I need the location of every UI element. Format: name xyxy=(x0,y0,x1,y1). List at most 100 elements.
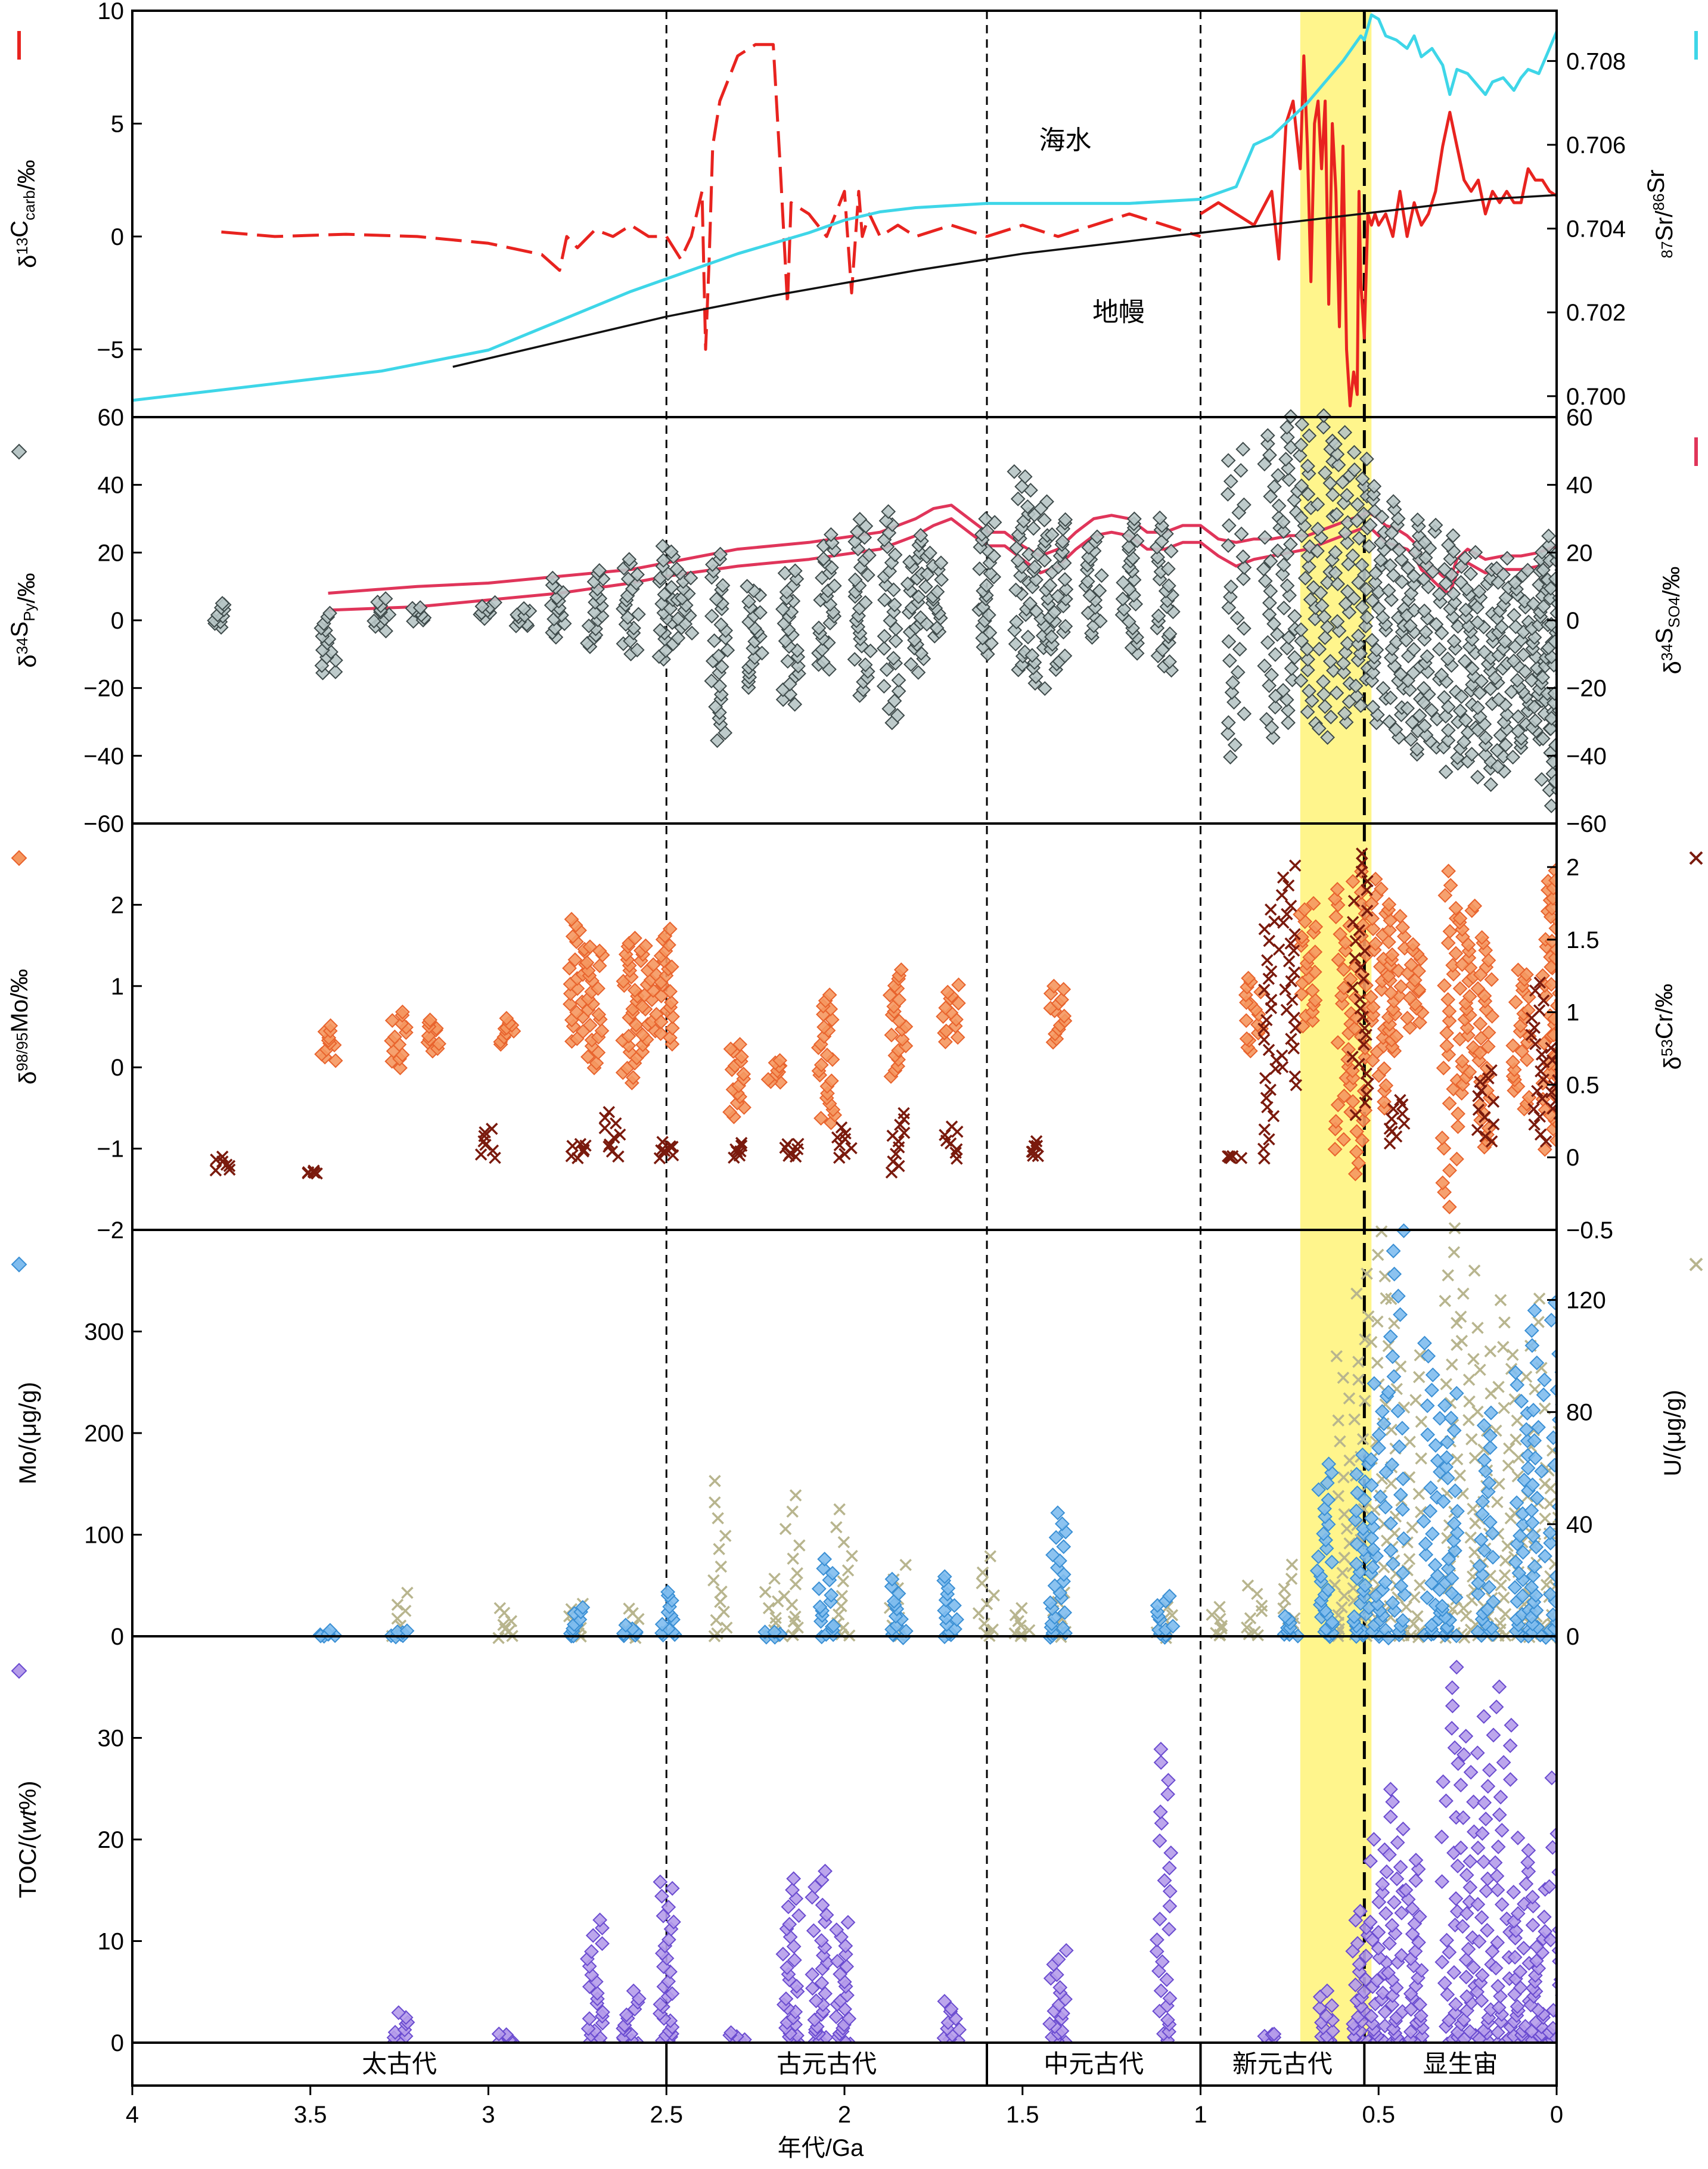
marker-mo-u-concentration-1-10-5 xyxy=(1165,1618,1181,1634)
left-tick-label-sulfur-5: 40 xyxy=(98,473,125,499)
marker-mo-u-concentration-0-20-15 xyxy=(1415,1452,1427,1465)
marker-mo-cr-isotopes-0-15-6 xyxy=(1250,1017,1265,1032)
marker-mo-u-concentration-1-20-14 xyxy=(1526,1528,1541,1544)
marker-sulfur-0-37-15 xyxy=(1448,641,1463,656)
marker-mo-u-concentration-1-12-16 xyxy=(1309,1563,1325,1578)
marker-sulfur-0-37-29 xyxy=(1445,528,1461,543)
marker-mo-cr-isotopes-1-13-20 xyxy=(1261,954,1274,967)
left-tick-label-sulfur-2: −20 xyxy=(83,676,124,702)
marker-sulfur-0-22-24 xyxy=(1055,534,1070,549)
marker-mo-u-concentration-1-19-10 xyxy=(1507,1580,1523,1595)
marker-mo-u-concentration-1-16-13 xyxy=(1418,1547,1434,1562)
marker-mo-u-concentration-1-17-24 xyxy=(1439,1450,1454,1465)
marker-toc-0-11-11 xyxy=(1159,1972,1175,1987)
marker-sulfur-0-27-22 xyxy=(1271,498,1287,514)
left-tick-label-toc-2: 20 xyxy=(98,1827,125,1853)
marker-mo-cr-isotopes-0-4-7 xyxy=(563,996,577,1012)
marker-sulfur-0-22-3 xyxy=(1057,648,1073,664)
marker-mo-cr-isotopes-1-14-12 xyxy=(1288,966,1301,979)
marker-mo-cr-isotopes-0-24-23 xyxy=(1484,972,1499,987)
marker-toc-0-8-18 xyxy=(830,1954,845,1969)
marker-toc-0-15-9 xyxy=(1377,2005,1393,2020)
marker-sulfur-0-28-18 xyxy=(1276,524,1291,539)
marker-sulfur-0-26-20 xyxy=(1221,538,1236,553)
marker-sulfur-0-32-11 xyxy=(1355,599,1370,615)
marker-toc-0-15-14 xyxy=(1369,1973,1384,1988)
marker-mo-cr-isotopes-1-8-0 xyxy=(833,1151,846,1164)
marker-toc-0-19-16 xyxy=(1455,1919,1470,1934)
right-tick-label-mo-u-concentration-1: 40 xyxy=(1566,1512,1593,1538)
marker-mo-u-concentration-1-20-15 xyxy=(1524,1515,1540,1530)
left-axis-title-part-sulfur-1: 34 xyxy=(13,637,31,654)
marker-mo-cr-isotopes-1-2-2 xyxy=(486,1144,499,1157)
left-tick-label-mo-u-concentration-2: 200 xyxy=(84,1421,124,1447)
marker-sulfur-0-40-18 xyxy=(1497,634,1513,650)
marker-sulfur-0-10-4 xyxy=(670,611,686,626)
marker-mo-u-concentration-1-18-25 xyxy=(1477,1453,1492,1468)
marker-mo-u-concentration-1-12-19 xyxy=(1319,1541,1334,1556)
marker-mo-u-concentration-0-19-20 xyxy=(1394,1360,1407,1373)
marker-mo-u-concentration-1-17-25 xyxy=(1440,1434,1455,1450)
marker-mo-cr-isotopes-0-22-6 xyxy=(1434,1130,1450,1146)
marker-mo-u-concentration-0-6-11 xyxy=(779,1522,792,1536)
marker-toc-0-22-15 xyxy=(1513,1964,1528,1980)
marker-sulfur-0-28-23 xyxy=(1281,472,1297,487)
left-tick-label-mo-cr-isotopes-0: −2 xyxy=(97,1217,124,1244)
marker-toc-0-18-7 xyxy=(1448,1997,1464,2012)
marker-mo-cr-isotopes-0-7-3 xyxy=(635,1027,650,1042)
marker-mo-u-concentration-0-9-7 xyxy=(976,1577,988,1590)
marker-sulfur-0-15-20 xyxy=(860,567,875,583)
marker-sulfur-0-31-6 xyxy=(1336,655,1351,671)
marker-toc-0-17-9 xyxy=(1414,2008,1428,2024)
marker-mo-u-concentration-0-14-3 xyxy=(1241,1621,1253,1634)
marker-toc-0-4-26 xyxy=(661,1900,676,1915)
marker-sulfur-0-28-13 xyxy=(1280,578,1295,593)
marker-toc-0-6-20 xyxy=(775,1946,791,1962)
marker-sulfur-0-22-25 xyxy=(1044,527,1060,542)
marker-mo-cr-isotopes-0-17-26 xyxy=(1328,909,1344,925)
marker-mo-cr-isotopes-0-6-24 xyxy=(618,947,633,962)
marker-toc-0-18-24 xyxy=(1451,1756,1466,1771)
marker-toc-0-3-13 xyxy=(626,1983,641,1999)
marker-mo-u-concentration-1-18-23 xyxy=(1482,1475,1497,1490)
left-axis-title-sulfur: δ34SPy/‰ xyxy=(7,573,41,667)
right-tick-label-carbon-strontium-3: 0.706 xyxy=(1566,132,1626,159)
marker-mo-u-concentration-1-21-27 xyxy=(1555,1335,1557,1338)
left-axis-title-part-toc-0: TOC/( xyxy=(15,1834,41,1898)
marker-toc-0-22-10 xyxy=(1510,1999,1525,2014)
marker-mo-u-concentration-0-20-4 xyxy=(1411,1610,1424,1623)
marker-sulfur-0-14-21 xyxy=(816,551,831,567)
marker-mo-cr-isotopes-0-22-28 xyxy=(1443,878,1458,893)
marker-mo-u-concentration-0-24-14 xyxy=(1493,1477,1505,1490)
marker-mo-cr-isotopes-1-12-5 xyxy=(1223,1150,1236,1163)
marker-sulfur-0-27-6 xyxy=(1264,667,1280,683)
marker-sulfur-0-30-0 xyxy=(1320,730,1336,745)
marker-toc-0-16-16 xyxy=(1382,1936,1397,1952)
marker-mo-u-concentration-1-21-13 xyxy=(1543,1536,1557,1551)
marker-toc-0-22-19 xyxy=(1508,1931,1523,1946)
marker-sulfur-0-28-3 xyxy=(1275,683,1291,698)
marker-mo-u-concentration-1-13-16 xyxy=(1349,1556,1364,1572)
marker-sulfur-0-28-17 xyxy=(1283,537,1298,552)
right-tick-label-sulfur-0: −60 xyxy=(1566,811,1607,837)
marker-sulfur-0-40-10 xyxy=(1491,692,1507,707)
marker-toc-0-13-11 xyxy=(1324,1998,1340,2013)
marker-mo-cr-isotopes-1-13-25 xyxy=(1265,903,1277,916)
boundary-line-layer xyxy=(665,11,1366,2043)
marker-toc-0-15-22 xyxy=(1378,1906,1393,1921)
marker-toc-0-15-23 xyxy=(1371,1894,1387,1910)
marker-mo-u-concentration-0-6-7 xyxy=(789,1578,802,1590)
marker-mo-cr-isotopes-1-8-6 xyxy=(839,1127,852,1140)
marker-mo-u-concentration-0-23-22 xyxy=(1471,1322,1484,1334)
marker-toc-0-15-27 xyxy=(1363,1853,1378,1869)
marker-sulfur-0-40-17 xyxy=(1496,641,1511,657)
marker-mo-cr-isotopes-0-23-24 xyxy=(1455,929,1470,944)
left-axis-title-part-carbon-strontium-4: /‰ xyxy=(14,160,40,190)
marker-mo-u-concentration-0-7-6 xyxy=(836,1590,849,1602)
marker-mo-u-concentration-1-17-27 xyxy=(1443,1410,1459,1426)
marker-sulfur-0-16-3 xyxy=(887,693,902,709)
marker-sulfur-0-27-9 xyxy=(1260,635,1275,650)
marker-mo-u-concentration-0-22-15 xyxy=(1454,1469,1467,1482)
x-tick-label-7: 0.5 xyxy=(1362,2102,1395,2128)
marker-sulfur-0-32-17 xyxy=(1345,548,1361,563)
